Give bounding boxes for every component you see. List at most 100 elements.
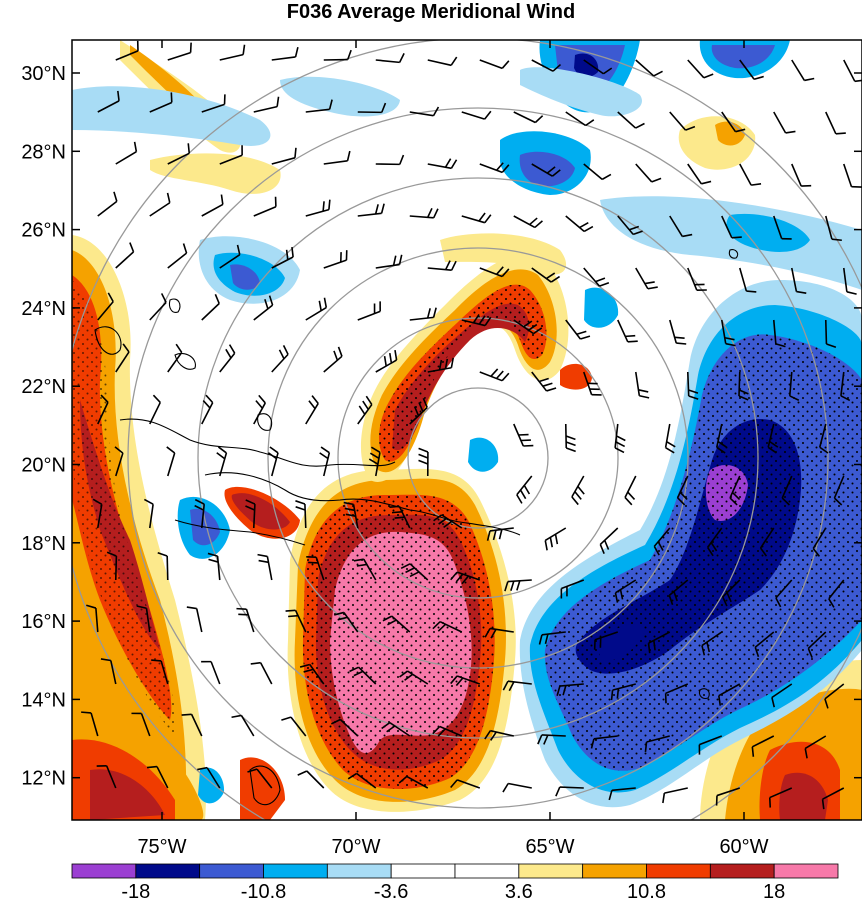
wind-barb (701, 631, 723, 656)
wind-barb (201, 293, 220, 321)
wind-barb (531, 371, 557, 392)
wind-barb (409, 307, 437, 321)
wind-barb (479, 266, 510, 278)
colorbar-box (709, 863, 775, 879)
wind-barb (427, 260, 457, 271)
wind-barb (375, 53, 405, 64)
lon-label: 60°W (719, 836, 768, 858)
wind-barb (617, 111, 645, 129)
wind-barb (668, 319, 687, 345)
wind-barb (687, 163, 712, 185)
longitude-axis: 75°W 70°W 65°W 60°W (137, 40, 769, 858)
wind-barb (842, 267, 857, 295)
colorbar-box (263, 863, 328, 879)
wind-barb (773, 111, 796, 134)
wind-barb (115, 343, 130, 373)
wind-barb (790, 267, 807, 295)
wind-barb (739, 163, 762, 186)
wind-barb (614, 579, 637, 603)
wind-barb (720, 319, 736, 347)
wind-barb (250, 661, 273, 685)
wind-barb (824, 683, 845, 709)
wind-barb (427, 158, 458, 170)
wind-barb (305, 297, 328, 321)
wind-barb (729, 475, 741, 506)
eastern-negative-band (519, 280, 862, 808)
wind-barb (781, 475, 793, 506)
lat-label: 30°N (21, 63, 66, 85)
wind-barb (343, 501, 359, 529)
wind-barb (281, 716, 307, 737)
wind-barb (715, 787, 741, 806)
wind-barb (297, 770, 325, 789)
wind-barb (461, 212, 492, 224)
wind-barb (450, 571, 481, 585)
southwest-positive (72, 714, 285, 820)
wind-barb (502, 680, 532, 692)
wind-barb (115, 242, 135, 269)
wind-barb (635, 59, 663, 77)
wind-barb (825, 111, 846, 135)
lat-label: 20°N (21, 455, 66, 477)
lon-label: 70°W (331, 836, 380, 858)
wind-barb (131, 712, 151, 737)
wind-barb (399, 670, 429, 685)
wind-barb (590, 735, 618, 749)
wind-barbs (81, 40, 862, 810)
wind-barb (538, 631, 566, 645)
wind-barb (201, 660, 221, 685)
wind-barb (635, 163, 662, 183)
wind-barb (305, 199, 331, 217)
wind-barb (219, 344, 236, 373)
wind-barb (146, 765, 169, 789)
wind-barb (544, 527, 567, 551)
wind-barb (461, 110, 492, 120)
wind-barb (375, 350, 398, 373)
wind-barb (686, 371, 699, 400)
colorbar-box (199, 863, 264, 879)
wind-barb (253, 196, 277, 217)
wind-barb (432, 725, 463, 737)
wind-barb (614, 423, 626, 454)
wind-barb (97, 292, 114, 321)
wind-barb (219, 44, 246, 61)
wind-barb (92, 498, 103, 529)
wind-barb (398, 775, 429, 789)
northern-negative-patches (72, 40, 862, 804)
wind-barb (565, 215, 594, 233)
wind-barb (513, 423, 534, 447)
wind-barb (151, 659, 169, 685)
wind-barb (143, 498, 154, 529)
wind-barb (334, 611, 359, 633)
wind-barb (599, 527, 619, 555)
wind-barb (479, 368, 510, 382)
colorbar-box (518, 863, 584, 879)
wind-barb (583, 371, 602, 396)
lon-label: 65°W (525, 836, 574, 858)
wind-barb (97, 90, 120, 113)
wind-barb (722, 579, 741, 607)
wind-barb (664, 423, 676, 454)
wind-barb (804, 735, 827, 759)
wind-barb (207, 552, 221, 581)
map-frame (71, 39, 862, 821)
wind-barb (564, 423, 576, 453)
wind-barb (754, 631, 775, 657)
wind-barb (537, 734, 566, 745)
wind-barb (271, 147, 297, 165)
wind-barb (409, 397, 428, 425)
wind-barb (115, 141, 138, 165)
wind-barb (818, 423, 829, 454)
wind-barb (560, 579, 585, 599)
wind-barb (245, 499, 256, 529)
wind-barb (409, 207, 439, 219)
wind-barb (186, 606, 203, 633)
colorbar-label: 10.8 (627, 881, 666, 900)
wind-barb (400, 563, 429, 581)
wind-barb (513, 111, 544, 124)
wind-barb (738, 267, 757, 293)
lat-label: 12°N (21, 768, 66, 790)
colorbar-box (135, 863, 201, 879)
wind-barb (219, 145, 243, 165)
